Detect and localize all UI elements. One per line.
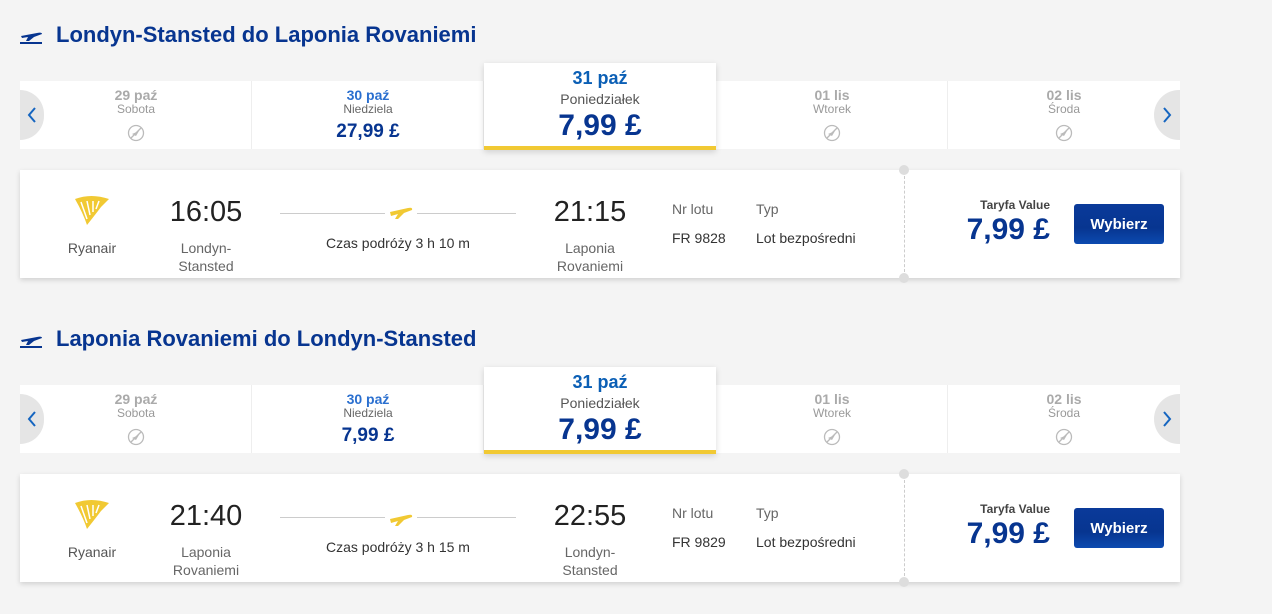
flight-no: FR 9828: [672, 230, 726, 246]
day: Poniedziałek: [560, 91, 640, 107]
price: 27,99 £: [336, 121, 400, 142]
date: 01 lis: [814, 391, 850, 407]
no-flight-icon-svg: [823, 124, 841, 142]
arrow-icon: [27, 411, 36, 427]
no-flight-icon: [127, 428, 145, 451]
date-cell[interactable]: 29 paź Sobota: [20, 81, 252, 149]
plane-icon: [20, 27, 44, 50]
flight-no: FR 9829: [672, 534, 726, 550]
type: Lot bezpośredni: [756, 534, 856, 550]
day: Środa: [1047, 406, 1081, 420]
airline: Ryanair: [67, 240, 117, 256]
day: Sobota: [116, 406, 156, 420]
notch: [899, 165, 909, 175]
route-plane-svg: [390, 207, 413, 219]
arrow-icon: [1163, 411, 1172, 427]
fare-label: Taryfa Value: [980, 502, 1050, 516]
day: Niedziela: [343, 406, 393, 420]
arrow-icon: [1163, 107, 1172, 123]
no-flight-icon: [823, 124, 841, 147]
plane-icon-svg: [20, 336, 42, 348]
no-flight-icon: [1055, 428, 1073, 451]
day: Wtorek: [812, 102, 851, 116]
dep-time: 21:40: [169, 500, 243, 532]
dep-airport: Laponia Rovaniemi: [172, 544, 240, 578]
date: 31 paź: [572, 372, 628, 392]
type-label: Typ: [756, 505, 779, 521]
flight-no-label: Nr lotu: [672, 201, 714, 217]
flight-card: Ryanair 16:05 Londyn-Stansted Czas podróży …: [20, 165, 1180, 283]
date-cell[interactable]: 01 lis Wtorek: [716, 385, 948, 453]
date-cell-selected[interactable]: 31 paź Poniedziałek 7,99 £: [484, 63, 716, 150]
date: 29 paź: [114, 87, 158, 103]
divider: [904, 480, 905, 576]
flight-no-label: Nr lotu: [672, 505, 714, 521]
fare-price: 7,99 £: [966, 213, 1050, 246]
date: 31 paź: [572, 68, 628, 88]
date: 01 lis: [814, 87, 850, 103]
duration: Czas podróży 3 h 10 m: [326, 235, 470, 251]
airline-logo: [73, 195, 111, 232]
day: Poniedziałek: [560, 395, 640, 411]
fare-price: 7,99 £: [966, 517, 1050, 550]
airline-logo-svg: [75, 196, 109, 225]
arr-airport: Londyn-Stansted: [562, 544, 618, 578]
no-flight-icon-svg: [127, 124, 145, 142]
section-title: Laponia Rovaniemi do Londyn-Stansted: [56, 326, 477, 351]
select-button[interactable]: Wybierz: [1074, 204, 1164, 244]
price: 7,99 £: [558, 413, 642, 446]
date-cell[interactable]: 01 lis Wtorek: [716, 81, 948, 149]
dep-airport: Londyn-Stansted: [178, 240, 234, 274]
select-button[interactable]: Wybierz: [1074, 508, 1164, 548]
airline-logo: [73, 499, 111, 536]
day: Środa: [1047, 102, 1081, 116]
airline: Ryanair: [67, 544, 117, 560]
price: 7,99 £: [558, 109, 642, 142]
arr-airport: Laponia Rovaniemi: [556, 240, 624, 274]
section-title: Londyn-Stansted do Laponia Rovaniemi: [56, 22, 477, 47]
date-cell[interactable]: 29 paź Sobota: [20, 385, 252, 453]
route-plane: [385, 511, 417, 532]
date-cell[interactable]: 30 paź Niedziela 27,99 £: [252, 81, 484, 149]
arrow-icon: [27, 107, 36, 123]
duration: Czas podróży 3 h 15 m: [326, 539, 470, 555]
arr-time: 22:55: [553, 500, 627, 532]
airline-logo-svg: [75, 500, 109, 529]
notch: [899, 577, 909, 587]
route-plane-svg: [390, 514, 413, 526]
no-flight-icon: [127, 124, 145, 147]
day: Sobota: [116, 102, 156, 116]
divider: [904, 176, 905, 272]
price: 7,99 £: [341, 425, 395, 446]
day: Wtorek: [812, 406, 851, 420]
date-cell[interactable]: 30 paź Niedziela 7,99 £: [252, 385, 484, 453]
plane-icon-svg: [20, 32, 42, 44]
arr-time: 21:15: [553, 196, 627, 228]
no-flight-icon-svg: [1055, 124, 1073, 142]
dep-time: 16:05: [169, 196, 243, 228]
date: 02 lis: [1046, 391, 1082, 407]
type-label: Typ: [756, 201, 779, 217]
date: 02 lis: [1046, 87, 1082, 103]
no-flight-icon-svg: [823, 428, 841, 446]
no-flight-icon: [1055, 124, 1073, 147]
no-flight-icon-svg: [127, 428, 145, 446]
day: Niedziela: [343, 102, 393, 116]
date: 30 paź: [346, 391, 390, 407]
date-cell[interactable]: 02 lis Środa: [948, 81, 1180, 149]
route-plane: [385, 204, 417, 225]
no-flight-icon: [823, 428, 841, 451]
flight-card: Ryanair 21:40 Laponia Rovaniemi Czas podróż…: [20, 469, 1180, 587]
notch: [899, 273, 909, 283]
notch: [899, 469, 909, 479]
date: 29 paź: [114, 391, 158, 407]
date: 30 paź: [346, 87, 390, 103]
plane-icon: [20, 331, 44, 354]
date-cell-selected[interactable]: 31 paź Poniedziałek 7,99 £: [484, 367, 716, 454]
date-cell[interactable]: 02 lis Środa: [948, 385, 1180, 453]
no-flight-icon-svg: [1055, 428, 1073, 446]
type: Lot bezpośredni: [756, 230, 856, 246]
fare-label: Taryfa Value: [980, 198, 1050, 212]
